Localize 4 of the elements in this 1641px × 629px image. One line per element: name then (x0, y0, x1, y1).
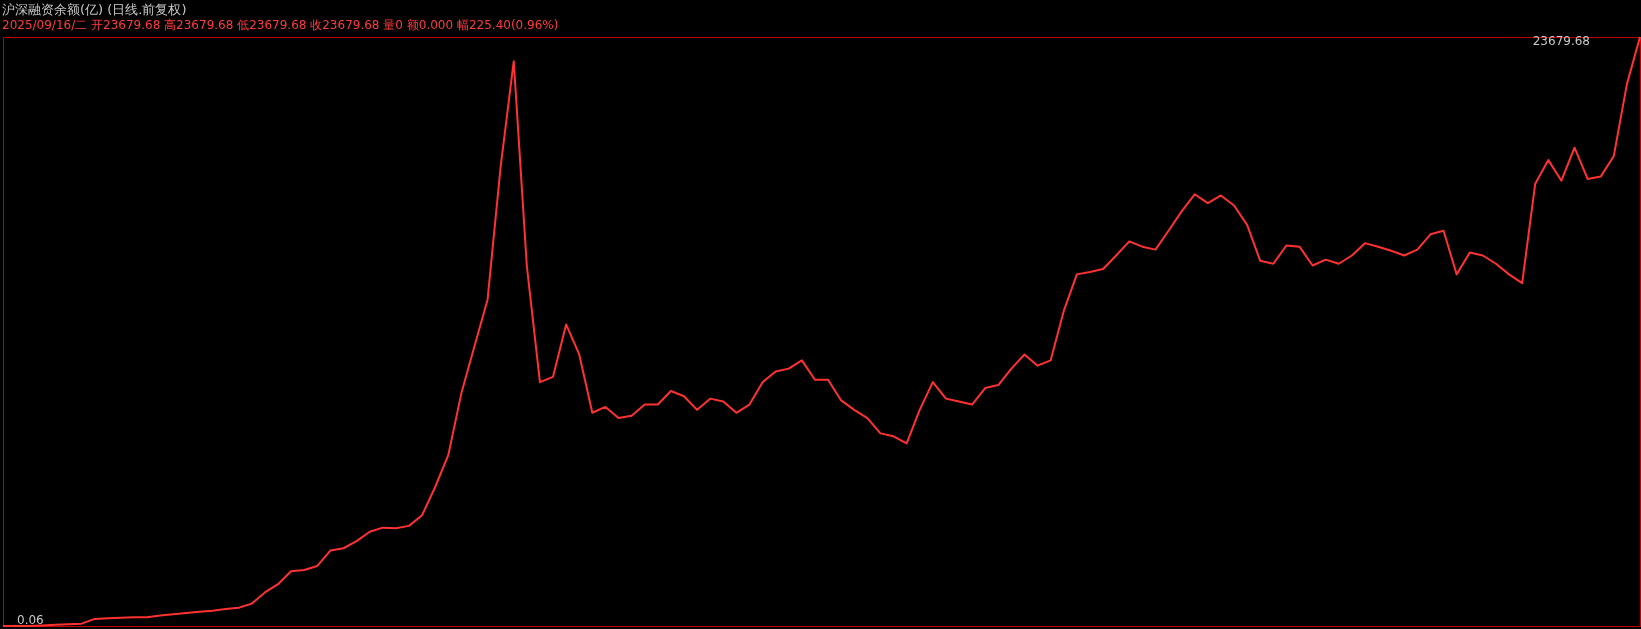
chart-subtitle: 2025/09/16/二 开23679.68 高23679.68 低23679.68 收23679.68 量0 额0.000 幅225.40(0.96%) (2, 18, 559, 32)
chart-title: 沪深融资余额(亿) (日线.前复权) (2, 2, 187, 17)
annotation: 23679.68 (1532, 34, 1590, 48)
annotation: 0.06 (17, 613, 44, 627)
